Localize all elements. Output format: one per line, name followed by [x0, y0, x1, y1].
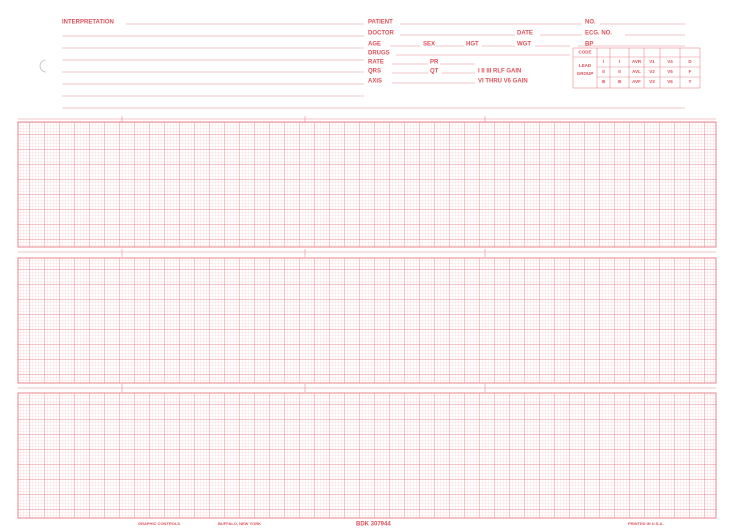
code-cell: D: [688, 59, 692, 64]
field-label: PR: [430, 60, 439, 66]
footer-maker: GRAPHIC CONTROLS: [138, 521, 180, 526]
code-cell: I: [619, 59, 620, 64]
code-cell: V6: [667, 79, 673, 84]
footer-city: BUFFALO, NEW YORK: [218, 521, 261, 526]
code-cell: V4: [667, 59, 673, 64]
field-label: DRUGS: [368, 51, 390, 57]
code-cell: III: [618, 79, 622, 84]
code-cell: V5: [667, 69, 673, 74]
lead-group-label: GROUP: [577, 71, 594, 76]
field-label: AXIS: [368, 79, 382, 85]
code-cell: I: [603, 59, 604, 64]
field-label: QT: [430, 69, 439, 75]
field-label: HGT: [466, 42, 479, 48]
code-table: [572, 47, 701, 89]
lead-group-label: LEAD: [579, 63, 592, 68]
field-label: BP: [585, 42, 593, 48]
field-label: AGE: [368, 42, 381, 48]
field-label: WGT: [517, 42, 531, 48]
field-label: QRS: [368, 69, 381, 75]
field-label: RATE: [368, 60, 384, 66]
code-cell: AVR: [632, 59, 642, 64]
code-header: CODE: [578, 50, 591, 55]
field-label: ECG. NO.: [585, 31, 612, 37]
footer-printed: PRINTED IN U.S.A.: [628, 521, 664, 526]
grid-strips: [17, 116, 717, 519]
field-label: I II III RLF GAIN: [478, 69, 521, 75]
header-lines: [39, 23, 685, 109]
footer-form-no: BDK 307944: [356, 522, 391, 528]
interpretation-label: INTERPRETATION: [62, 20, 114, 26]
code-cell: II: [602, 69, 605, 74]
code-cell: V2: [649, 69, 655, 74]
code-cell: II: [618, 69, 621, 74]
field-label: SEX: [423, 42, 435, 48]
code-cell: III: [602, 79, 606, 84]
code-cell: F: [689, 69, 692, 74]
field-label: DOCTOR: [368, 31, 395, 37]
code-cell: V1: [649, 59, 655, 64]
field-label: VI THRU V6 GAIN: [478, 79, 528, 85]
field-label: DATE: [517, 31, 533, 37]
field-label: PATIENT: [368, 20, 393, 26]
code-cell: AVF: [632, 79, 641, 84]
field-label: NO.: [585, 20, 596, 26]
code-cell: Y: [688, 79, 691, 84]
code-cell: V3: [649, 79, 655, 84]
code-cell: AVL: [632, 69, 641, 74]
